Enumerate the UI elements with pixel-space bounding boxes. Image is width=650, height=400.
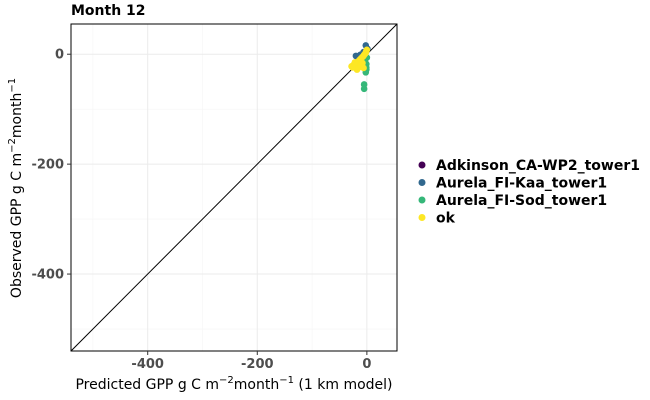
legend-label: Aurela_FI-Sod_tower1 (436, 193, 607, 209)
legend: Adkinson_CA-WP2_tower1 Aurela_FI-Kaa_towe… (418, 158, 640, 227)
data-point (360, 85, 368, 93)
data-point (359, 59, 366, 67)
legend-key (418, 179, 426, 186)
y-axis-title-sup1: −2 (7, 138, 18, 153)
legend-item: Adkinson_CA-WP2_tower1 (418, 158, 640, 174)
x-axis-title: Predicted GPP g C m−2month−1 (1 km model… (75, 375, 392, 393)
x-axis-title-sup1: −2 (219, 375, 234, 386)
series-ok (348, 46, 371, 73)
chart-title: Month 12 (71, 3, 146, 19)
x-tick-label: -200 (241, 357, 274, 372)
y-axis-title: Observed GPP g C m−2month−1 (7, 78, 25, 298)
legend-item: ok (418, 211, 456, 227)
y-axis-title-sup2: −1 (7, 78, 18, 93)
legend-label: ok (436, 211, 456, 227)
x-tick-label: -400 (131, 357, 164, 372)
data-point (351, 59, 359, 66)
x-axis-title-mid: month (234, 377, 279, 393)
y-tick-label: -200 (31, 158, 64, 173)
x-axis-title-tail: (1 km model) (294, 377, 393, 393)
legend-key (418, 214, 426, 221)
x-axis-title-main: Predicted GPP g C m (75, 377, 219, 393)
y-axis: -400 -200 0 (31, 48, 71, 283)
y-axis-title-main: Observed GPP g C m (9, 153, 25, 298)
y-tick-label: 0 (55, 48, 64, 63)
plot-border (70, 23, 398, 352)
legend-item: Aurela_FI-Sod_tower1 (418, 193, 607, 209)
data-point (360, 64, 367, 72)
x-tick-label: 0 (362, 357, 371, 372)
x-axis: -400 -200 0 (131, 351, 371, 372)
y-axis-title-mid: month (9, 93, 25, 138)
y-tick-label: -400 (31, 268, 64, 283)
data-point (363, 46, 371, 54)
plot-panel (70, 23, 398, 352)
x-axis-title-sup2: −1 (279, 375, 294, 386)
legend-item: Aurela_FI-Kaa_tower1 (418, 176, 607, 192)
identity-line (70, 23, 398, 352)
legend-key (418, 196, 426, 204)
legend-label: Adkinson_CA-WP2_tower1 (436, 158, 640, 174)
legend-key (418, 161, 426, 169)
data-point (349, 64, 356, 71)
legend-label: Aurela_FI-Kaa_tower1 (436, 176, 607, 192)
